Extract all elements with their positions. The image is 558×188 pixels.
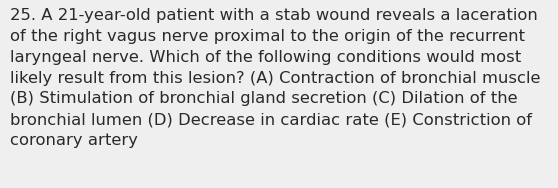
Text: 25. A 21-year-old patient with a stab wound reveals a laceration
of the right va: 25. A 21-year-old patient with a stab wo… (10, 8, 541, 148)
